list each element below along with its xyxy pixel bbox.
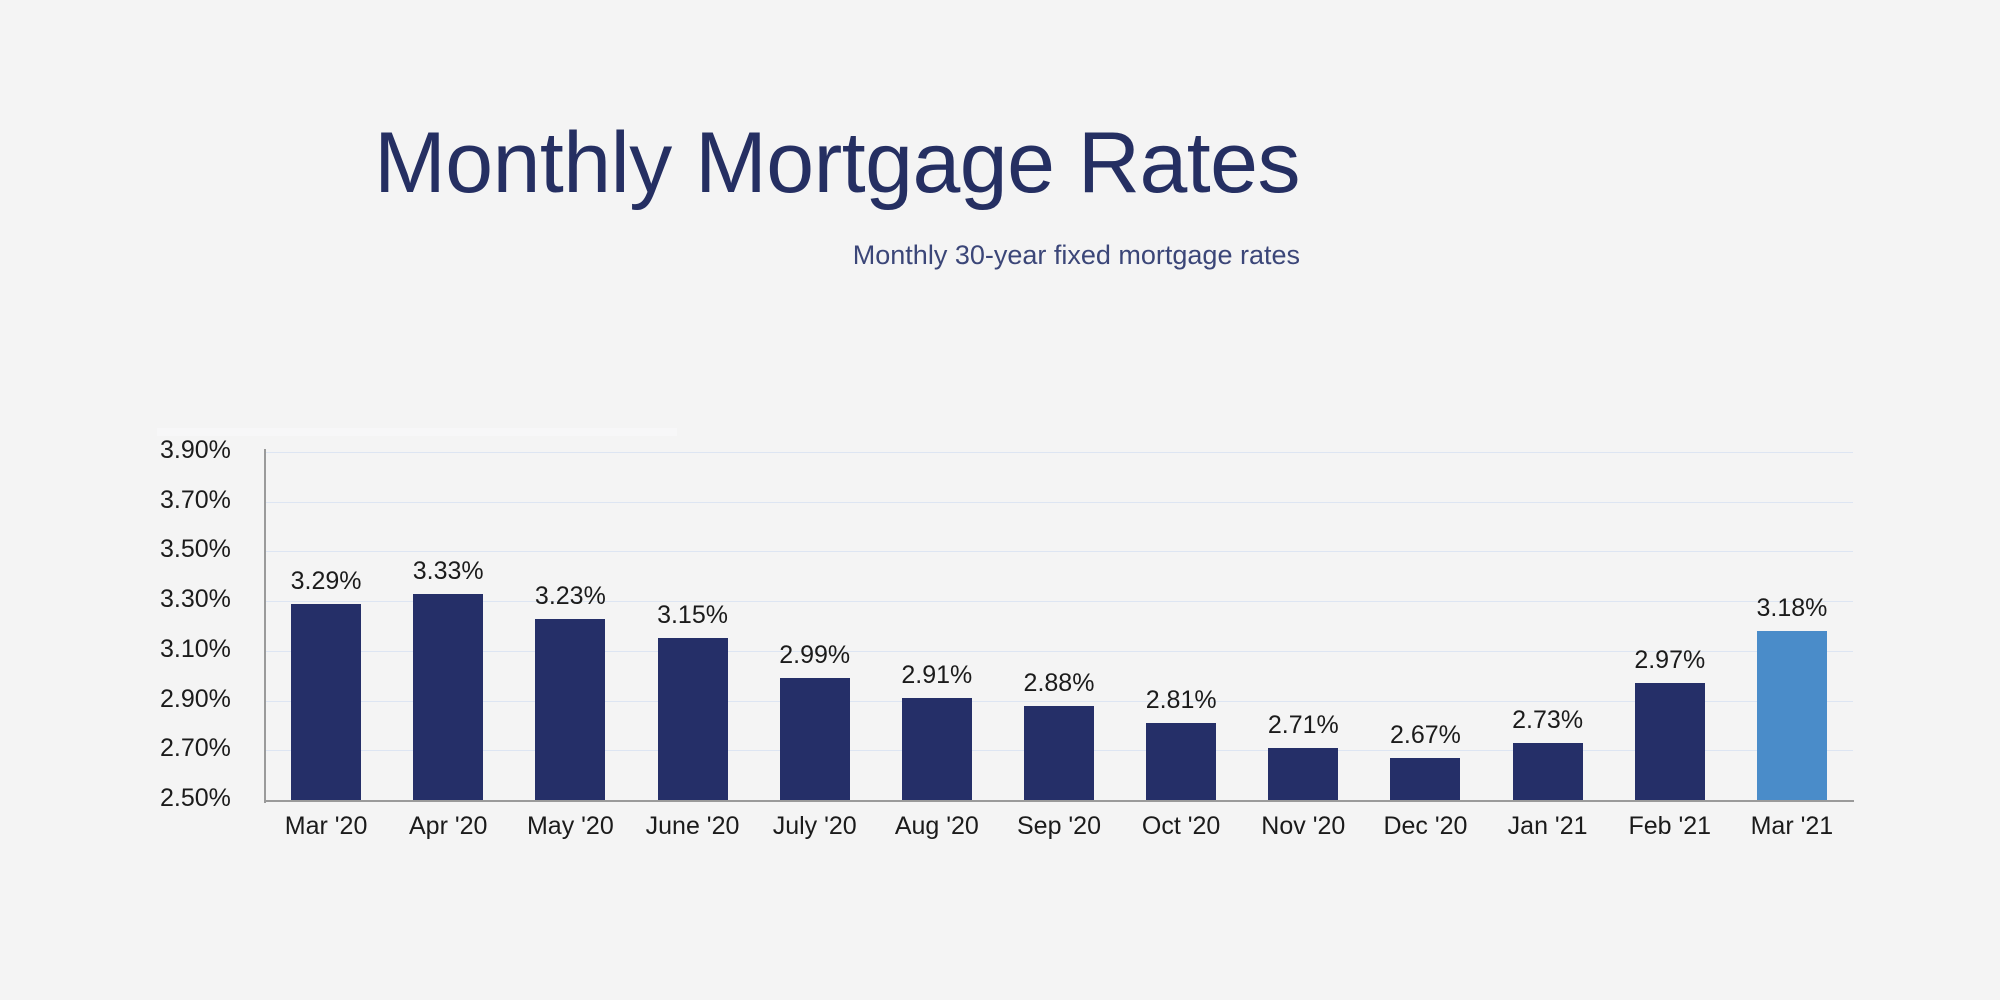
- gridline: [265, 700, 1853, 702]
- bar[interactable]: [657, 638, 728, 800]
- panel-tint: [157, 428, 677, 436]
- gridline: [265, 501, 1853, 503]
- bar-slot[interactable]: 2.71%: [1242, 452, 1364, 800]
- bar-value-label: 3.15%: [657, 601, 728, 630]
- x-tick-label: Mar '21: [1750, 812, 1834, 840]
- y-axis-line: [264, 449, 266, 803]
- bar-value-label: 3.23%: [534, 581, 606, 610]
- chart-subtitle: Monthly 30-year fixed mortgage rates: [852, 240, 1300, 270]
- bar-value-label: 2.99%: [779, 641, 851, 670]
- bar[interactable]: [291, 603, 362, 800]
- bar-slot[interactable]: 2.73%: [1487, 452, 1609, 800]
- y-tick-label-text: 3.50%: [160, 535, 231, 564]
- bar-slot[interactable]: 2.99%: [754, 452, 876, 800]
- x-tick-label: Dec '20: [1383, 812, 1468, 840]
- bar-slot[interactable]: 3.29%: [265, 452, 387, 800]
- y-tick-label: 2.90%: [160, 685, 256, 714]
- x-tick-label: May '20: [526, 812, 614, 840]
- y-tick-label-text: 2.70%: [160, 734, 231, 763]
- bar-slot[interactable]: 3.18%: [1731, 452, 1853, 800]
- x-tick-label: Apr '20: [408, 812, 488, 840]
- bar-slot[interactable]: 2.88%: [998, 452, 1120, 800]
- y-tick-label-text: 3.10%: [160, 634, 231, 663]
- bar[interactable]: [413, 593, 484, 800]
- bar-value-label: 2.88%: [1023, 668, 1095, 697]
- gridline: [265, 452, 1853, 453]
- bar[interactable]: [1023, 705, 1094, 800]
- bar-slot[interactable]: 2.67%: [1364, 452, 1486, 800]
- bar-series: 3.29% 3.33% 3.23% 3.15% 2.99% 2.91% 2.88% 2.81%…: [265, 452, 1853, 800]
- y-tick-label-text: 3.90%: [160, 436, 231, 464]
- x-tick-label: Sep '20: [1016, 812, 1101, 840]
- gridline: [265, 551, 1853, 553]
- y-tick-label: 2.50%: [160, 784, 256, 813]
- y-tick-label: 3.30%: [160, 585, 256, 614]
- bar-value-label: 2.91%: [901, 661, 973, 690]
- y-tick-label: 3.90%: [160, 436, 256, 465]
- bar-value-label: 3.18%: [1756, 593, 1828, 622]
- x-tick-label: Nov '20: [1261, 812, 1346, 840]
- y-tick-label-text: 3.70%: [160, 485, 231, 514]
- y-tick-label-text: 2.90%: [160, 684, 231, 713]
- x-tick-label: July '20: [772, 812, 857, 840]
- bar-value-label: 2.67%: [1390, 720, 1461, 749]
- bar[interactable]: [1634, 683, 1705, 800]
- x-axis-line: [264, 800, 1854, 802]
- bar[interactable]: [1390, 757, 1461, 800]
- bar[interactable]: [1268, 747, 1339, 800]
- bar-value-label: 2.73%: [1512, 705, 1584, 734]
- bar-slot[interactable]: 2.97%: [1609, 452, 1731, 800]
- bar-slot[interactable]: 2.81%: [1120, 452, 1242, 800]
- x-tick-label: Aug '20: [894, 812, 979, 840]
- y-tick-label: 3.50%: [160, 535, 256, 564]
- bar-value-label: 2.97%: [1634, 646, 1706, 675]
- x-tick-label: Oct '20: [1141, 812, 1221, 840]
- bar-highlighted[interactable]: [1756, 630, 1827, 800]
- bar[interactable]: [901, 698, 972, 800]
- bar-slot[interactable]: 2.91%: [876, 452, 998, 800]
- x-tick-label: Mar '20: [284, 812, 368, 840]
- page-title: Monthly Mortgage Rates: [374, 115, 1300, 211]
- bar-value-label: 3.33%: [412, 556, 484, 585]
- y-tick-label-text: 2.50%: [160, 784, 231, 812]
- gridline: [265, 601, 1853, 603]
- bar[interactable]: [1512, 742, 1583, 800]
- x-tick-label: June '20: [645, 812, 740, 840]
- y-tick-label: 3.10%: [160, 635, 256, 664]
- bar-slot[interactable]: 3.33%: [387, 452, 509, 800]
- x-tick-label: Jan '21: [1507, 812, 1588, 840]
- bar[interactable]: [535, 618, 606, 800]
- bar-value-label: 2.71%: [1267, 710, 1339, 739]
- bar-slot[interactable]: 3.23%: [509, 452, 631, 800]
- y-tick-label-text: 3.30%: [160, 585, 231, 614]
- bar-value-label: 3.29%: [290, 566, 362, 595]
- gridline: [265, 650, 1853, 652]
- bar-slot[interactable]: 3.15%: [631, 452, 753, 800]
- y-tick-label: 3.70%: [160, 486, 256, 515]
- bar[interactable]: [779, 678, 850, 800]
- bar[interactable]: [1146, 722, 1217, 800]
- x-tick-label: Feb '21: [1628, 812, 1712, 840]
- x-axis-tick-labels: Mar '20 Apr '20 May '20 June '20 July '20 Aug…: [265, 812, 1853, 852]
- y-tick-label: 2.70%: [160, 734, 256, 763]
- bar-value-label: 2.81%: [1145, 685, 1217, 714]
